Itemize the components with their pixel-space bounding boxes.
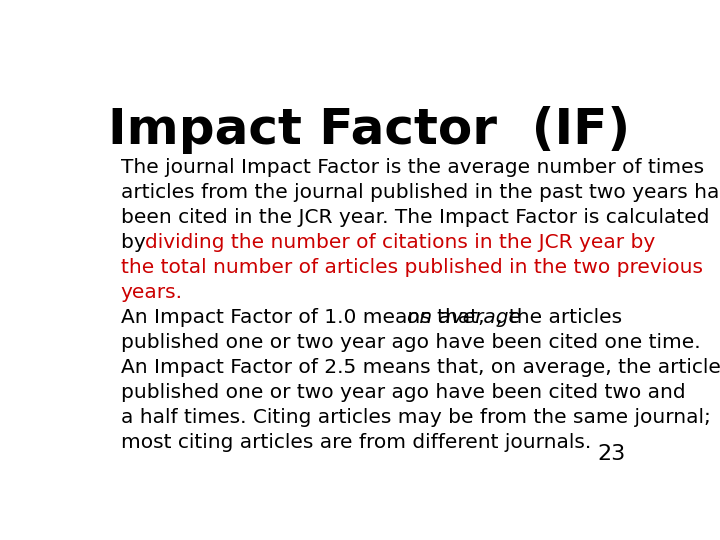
Text: most citing articles are from different journals.: most citing articles are from different … bbox=[121, 433, 591, 452]
Text: the total number of articles published in the two previous: the total number of articles published i… bbox=[121, 258, 703, 277]
Text: a half times. Citing articles may be from the same journal;: a half times. Citing articles may be fro… bbox=[121, 408, 711, 427]
Text: published one or two year ago have been cited one time.: published one or two year ago have been … bbox=[121, 333, 701, 352]
Text: Impact Factor  (IF): Impact Factor (IF) bbox=[108, 106, 630, 154]
Text: 23: 23 bbox=[598, 444, 626, 464]
Text: published one or two year ago have been cited two and: published one or two year ago have been … bbox=[121, 383, 685, 402]
Text: An Impact Factor of 2.5 means that, on average, the articles: An Impact Factor of 2.5 means that, on a… bbox=[121, 358, 720, 377]
Text: years.: years. bbox=[121, 283, 183, 302]
Text: by: by bbox=[121, 233, 152, 252]
Text: dividing the number of citations in the JCR year by: dividing the number of citations in the … bbox=[145, 233, 655, 252]
Text: on average: on average bbox=[408, 308, 521, 327]
Text: The journal Impact Factor is the average number of times: The journal Impact Factor is the average… bbox=[121, 158, 704, 177]
Text: been cited in the JCR year. The Impact Factor is calculated: been cited in the JCR year. The Impact F… bbox=[121, 208, 709, 227]
Text: articles from the journal published in the past two years have: articles from the journal published in t… bbox=[121, 183, 720, 202]
Text: , the articles: , the articles bbox=[495, 308, 622, 327]
Text: An Impact Factor of 1.0 means that,: An Impact Factor of 1.0 means that, bbox=[121, 308, 491, 327]
